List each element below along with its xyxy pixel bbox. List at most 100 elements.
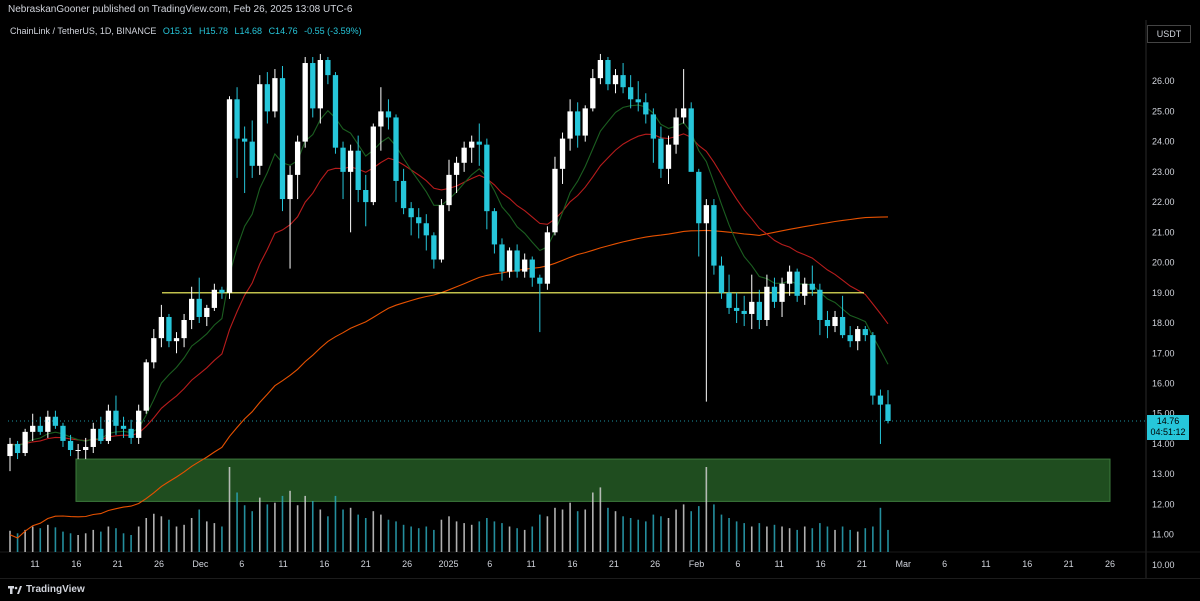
candle-body [794,271,800,296]
volume-bar [546,516,549,552]
price-tick-label: 25.00 [1152,106,1175,116]
volume-bar [629,518,632,552]
price-tick-label: 23.00 [1152,167,1175,177]
candle-body [665,144,672,169]
price-tick-label: 21.00 [1152,227,1175,237]
volume-bar [395,521,397,552]
candle-body [226,99,233,293]
candle-body [302,63,308,142]
candle-body [355,150,361,190]
volume-bar [713,504,715,552]
symbol-name[interactable]: ChainLink / TetherUS, 1D, BINANCE [10,26,157,36]
ma-slow-line [9,216,889,539]
volume-bar [826,526,829,552]
candle-body [370,126,376,203]
volume-bar [796,529,798,552]
price-tick-label: 22.00 [1152,197,1175,207]
price-tick-label: 16.00 [1152,378,1175,388]
candle-body [166,316,172,342]
candle-body [597,60,604,79]
symbol-legend[interactable]: ChainLink / TetherUS, 1D, BINANCE O15.31… [10,26,366,36]
candle-body [802,283,808,296]
candle-body [733,307,740,311]
currency-selector[interactable]: USDT [1147,25,1191,43]
volume-bar [773,524,776,552]
volume-bar [24,529,26,552]
candle-body [257,84,263,166]
volume-bar [463,523,465,552]
volume-bar [554,507,556,552]
volume-bar [879,507,882,552]
volume-bar [614,511,617,552]
ohlc-low: L14.68 [234,26,263,36]
candle-body [416,217,422,224]
volume-bar [486,518,488,552]
candle-body [241,138,248,142]
candle-body [582,108,588,136]
candle-body [151,338,157,363]
volume-bar [236,492,238,552]
candle-body [847,335,853,342]
volume-bar [115,528,117,552]
volume-bar [198,509,201,552]
volume-bar [304,495,306,552]
volume-bar [31,526,34,552]
volume-bar [349,507,352,552]
time-tick-label: 16 [1022,559,1032,569]
candle-body [317,60,323,109]
time-tick-label: 16 [816,559,826,569]
ema-fast-line [9,104,889,447]
footer-bar: TradingView [0,578,1200,601]
time-tick-label: Feb [689,559,705,569]
volume-bar [425,526,428,552]
candle-body [703,205,709,224]
candle-body [514,250,520,272]
volume-bar [592,492,594,552]
time-tick-label: 11 [981,559,990,569]
candle-body [673,117,679,145]
price-tick-label: 15.00 [1152,409,1175,419]
volume-bar [153,513,155,552]
candle-body [855,329,861,342]
volume-bar [221,526,223,552]
volume-bar [856,531,859,552]
current-price-value: 14.76 [1156,415,1180,426]
candle-body [431,235,437,260]
candle-body [393,117,399,181]
volume-bar [675,509,677,552]
candle-body [870,335,876,396]
candle-body [105,410,112,441]
candle-body [469,141,475,148]
candle-body [340,147,346,172]
volume-bar [372,511,375,552]
candle-body [575,111,581,136]
volume-bar [9,530,11,552]
candle-body [400,180,407,209]
price-tick-label: 20.00 [1152,258,1175,268]
time-tick-label: 21 [113,559,123,569]
volume-bar [652,514,655,552]
candle-body [22,431,28,454]
time-tick-label: 16 [567,559,577,569]
candle-body [771,286,778,302]
volume-bar [311,501,314,552]
candle-body [30,425,36,432]
candle-body [620,75,626,88]
volume-bar [440,519,443,552]
candle-body [726,292,732,308]
tradingview-logo[interactable]: TradingView [8,584,85,595]
candle-body [817,289,823,320]
volume-bar [47,524,49,552]
time-tick-label: 6 [239,559,244,569]
time-tick-label: 16 [319,559,329,569]
volume-bar [319,509,322,552]
candle-body [385,111,392,118]
time-tick-label: 21 [609,559,619,569]
time-tick-label: 26 [1105,559,1115,569]
volume-bar [523,529,526,552]
price-tick-label: 24.00 [1152,137,1175,147]
volume-bar [660,516,662,552]
price-tick-label: 14.00 [1152,439,1175,449]
price-chart[interactable]: 10.00 11.00 12.00 13.00 14.00 15.00 16.00 17.00… [0,0,1200,578]
volume-bar [160,516,163,552]
